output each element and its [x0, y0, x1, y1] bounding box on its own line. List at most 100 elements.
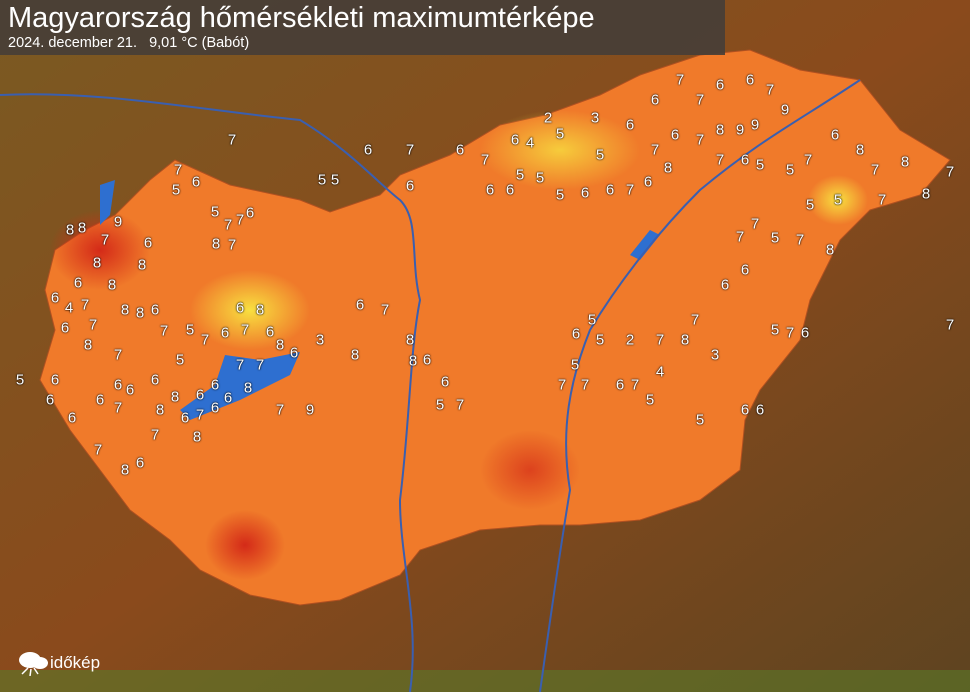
station-temperature-label: 7	[195, 406, 205, 424]
cloud-sun-icon	[19, 652, 48, 676]
lake-ferto	[100, 180, 115, 225]
station-temperature-label: 7	[405, 141, 415, 159]
station-temperature-label: 8	[715, 121, 725, 139]
station-temperature-label: 6	[571, 325, 581, 343]
station-temperature-label: 8	[211, 235, 221, 253]
station-temperature-label: 5	[15, 371, 25, 389]
station-temperature-label: 5	[755, 156, 765, 174]
station-temperature-label: 6	[220, 324, 230, 342]
station-temperature-label: 8	[405, 331, 415, 349]
station-temperature-label: 8	[120, 461, 130, 479]
station-temperature-label: 7	[675, 71, 685, 89]
station-temperature-label: 8	[155, 401, 165, 419]
station-temperature-label: 8	[921, 185, 931, 203]
station-temperature-label: 7	[945, 163, 955, 181]
river-tisza	[539, 79, 861, 692]
station-temperature-label: 8	[275, 336, 285, 354]
station-temperature-label: 6	[740, 261, 750, 279]
station-temperature-label: 7	[945, 316, 955, 334]
hot-zone-south	[205, 510, 285, 580]
station-temperature-label: 6	[50, 371, 60, 389]
station-temperature-label: 6	[800, 324, 810, 342]
idokep-logo[interactable]: időkép	[16, 650, 100, 676]
station-temperature-label: 7	[870, 161, 880, 179]
lake-balaton	[180, 352, 300, 420]
station-temperature-label: 8	[663, 159, 673, 177]
station-temperature-label: 6	[505, 181, 515, 199]
station-temperature-label: 7	[159, 322, 169, 340]
station-temperature-label: 5	[330, 171, 340, 189]
page-title: Magyarország hőmérsékleti maximumtérképe	[8, 2, 595, 34]
terrain-strip	[0, 670, 970, 692]
station-temperature-label: 8	[83, 336, 93, 354]
station-temperature-label: 5	[570, 356, 580, 374]
station-temperature-label: 6	[830, 126, 840, 144]
station-temperature-label: 6	[455, 141, 465, 159]
station-temperature-label: 5	[805, 196, 815, 214]
station-temperature-label: 8	[243, 379, 253, 397]
station-temperature-label: 8	[92, 254, 102, 272]
title-panel: Magyarország hőmérsékleti maximumtérképe…	[0, 0, 725, 55]
station-temperature-label: 7	[93, 441, 103, 459]
station-temperature-label: 5	[770, 229, 780, 247]
station-temperature-label: 7	[877, 191, 887, 209]
station-temperature-label: 7	[235, 211, 245, 229]
station-temperature-label: 8	[350, 346, 360, 364]
station-temperature-label: 5	[555, 186, 565, 204]
station-temperature-label: 7	[275, 401, 285, 419]
station-temperature-label: 7	[695, 131, 705, 149]
station-temperature-label: 7	[785, 324, 795, 342]
station-temperature-label: 3	[710, 346, 720, 364]
station-temperature-label: 8	[680, 331, 690, 349]
station-temperature-label: 9	[750, 116, 760, 134]
hot-zone-center	[480, 430, 580, 510]
station-temperature-label: 6	[720, 276, 730, 294]
station-temperature-label: 6	[113, 376, 123, 394]
station-temperature-label: 5	[695, 411, 705, 429]
station-temperature-label: 7	[735, 228, 745, 246]
subtitle-date-max: 2024. december 21. 9,01 °C (Babót)	[8, 35, 250, 51]
station-temperature-label: 7	[557, 376, 567, 394]
station-temperature-label: 5	[595, 331, 605, 349]
hot-zone-west	[50, 210, 150, 290]
station-temperature-label: 5	[645, 391, 655, 409]
station-temperature-label: 8	[77, 219, 87, 237]
station-temperature-label: 8	[170, 388, 180, 406]
station-temperature-label: 7	[173, 161, 183, 179]
station-temperature-label: 7	[803, 151, 813, 169]
station-temperature-label: 8	[137, 256, 147, 274]
station-temperature-label: 6	[422, 351, 432, 369]
station-temperature-label: 6	[73, 274, 83, 292]
station-temperature-label: 5	[785, 161, 795, 179]
station-temperature-label: 9	[780, 101, 790, 119]
station-temperature-label: 7	[227, 131, 237, 149]
station-temperature-label: 6	[355, 296, 365, 314]
cool-zone-north	[480, 110, 640, 190]
station-temperature-label: 6	[45, 391, 55, 409]
station-temperature-label: 4	[64, 299, 74, 317]
station-temperature-label: 7	[150, 426, 160, 444]
station-temperature-label: 7	[580, 376, 590, 394]
station-temperature-label: 7	[630, 376, 640, 394]
station-temperature-label: 6	[715, 76, 725, 94]
station-temperature-label: 5	[595, 146, 605, 164]
station-temperature-label: 6	[60, 319, 70, 337]
station-temperature-label: 5	[535, 169, 545, 187]
station-temperature-label: 5	[175, 351, 185, 369]
station-temperature-label: 8	[408, 352, 418, 370]
station-temperature-label: 6	[95, 391, 105, 409]
station-temperature-label: 6	[191, 173, 201, 191]
station-temperature-label: 2	[625, 331, 635, 349]
station-temperature-label: 8	[65, 221, 75, 239]
cool-zone-east	[808, 175, 868, 225]
station-temperature-label: 8	[255, 301, 265, 319]
station-temperature-label: 6	[615, 376, 625, 394]
station-temperature-label: 8	[855, 141, 865, 159]
station-temperature-label: 7	[795, 231, 805, 249]
station-temperature-label: 6	[195, 386, 205, 404]
station-temperature-label: 6	[235, 299, 245, 317]
station-temperature-label: 7	[650, 141, 660, 159]
station-temperature-label: 7	[690, 311, 700, 329]
station-temperature-label: 7	[750, 215, 760, 233]
